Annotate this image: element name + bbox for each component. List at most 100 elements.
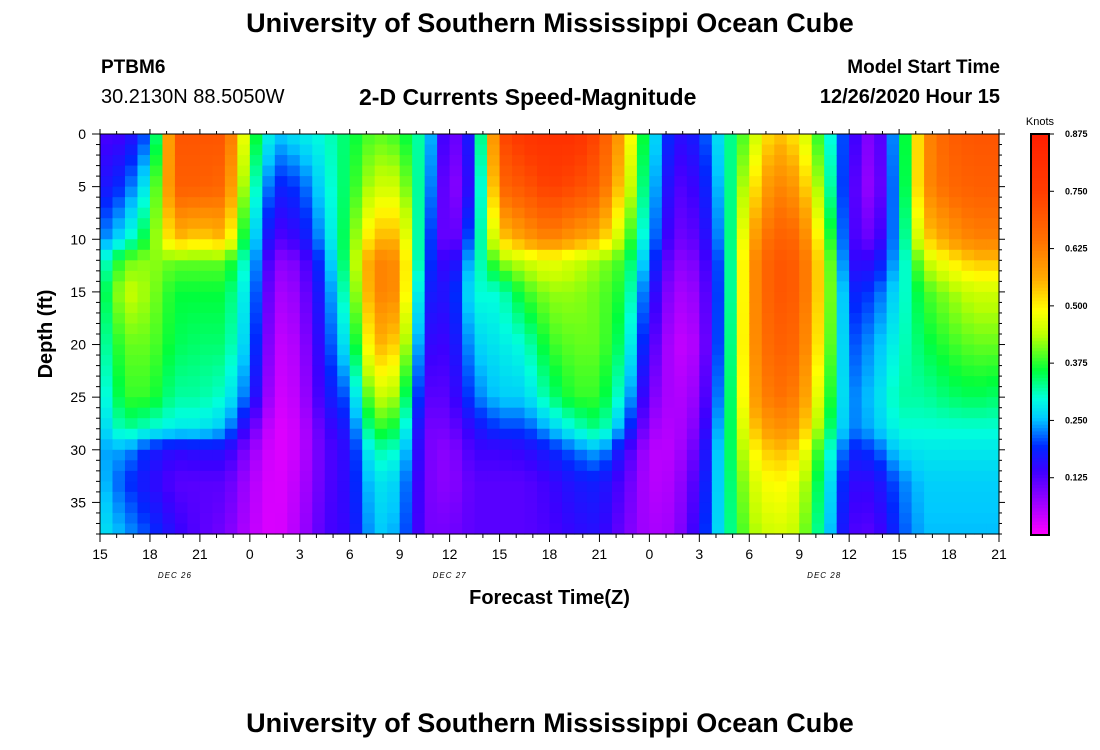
heatmap-cell [124, 144, 139, 156]
heatmap-cell [237, 481, 251, 493]
heatmap-cell [412, 144, 426, 156]
heatmap-cell [811, 291, 825, 304]
heatmap-cell [699, 355, 713, 367]
heatmap-cell [961, 197, 975, 209]
heatmap-cell [574, 481, 588, 493]
heatmap-cell [262, 386, 276, 398]
heatmap-cell [861, 428, 875, 440]
heatmap-cell [699, 523, 713, 535]
heatmap-cell [462, 291, 476, 304]
heatmap-cell [387, 165, 401, 177]
heatmap-cell [149, 239, 164, 251]
heatmap-cell [924, 228, 938, 240]
heatmap-cell [736, 197, 750, 209]
heatmap-cell [487, 397, 501, 409]
heatmap-cell [237, 291, 251, 304]
heatmap-cell [537, 228, 551, 240]
heatmap-cell [824, 523, 838, 535]
heatmap-cell [686, 218, 700, 230]
heatmap-cell [574, 491, 588, 504]
heatmap-cell [749, 176, 763, 188]
heatmap-cell [749, 397, 763, 409]
heatmap-cell [849, 249, 863, 261]
heatmap-cell [886, 470, 900, 482]
heatmap-cell [362, 197, 376, 209]
heatmap-cell [362, 249, 376, 261]
heatmap-cell [774, 355, 788, 367]
heatmap-cell [337, 502, 351, 514]
heatmap-cell [849, 323, 863, 335]
day-label: DEC 27 [433, 571, 467, 580]
heatmap-cell [986, 312, 1000, 325]
heatmap-cell [699, 365, 713, 377]
heatmap-cell [399, 376, 413, 388]
heatmap-cell [100, 302, 114, 314]
heatmap-cell [462, 418, 476, 430]
heatmap-cell [699, 470, 713, 482]
heatmap-cell [324, 228, 338, 240]
heatmap-cell [524, 291, 538, 304]
heatmap-cell [349, 323, 363, 335]
heatmap-cell [487, 376, 501, 388]
heatmap-cell [499, 228, 513, 240]
heatmap-cell [137, 365, 151, 377]
heatmap-cell [786, 302, 800, 314]
heatmap-cell [462, 397, 476, 409]
heatmap-cell [686, 491, 700, 504]
heatmap-cell [387, 218, 401, 230]
heatmap-cell [412, 155, 426, 167]
heatmap-cell [524, 207, 538, 219]
heatmap-cell [499, 155, 513, 167]
heatmap-cell [686, 397, 700, 409]
heatmap-cell [249, 386, 263, 398]
colorbar-segment [1031, 444, 1049, 449]
heatmap-cell [474, 323, 488, 335]
heatmap-cell [874, 176, 888, 188]
heatmap-cell [836, 512, 850, 525]
heatmap-cell [786, 418, 800, 430]
heatmap-cell [100, 260, 114, 272]
heatmap-cell [374, 512, 388, 525]
heatmap-cell [574, 165, 588, 177]
heatmap-cell [462, 428, 476, 440]
heatmap-cell [599, 291, 613, 304]
heatmap-cell [412, 260, 426, 272]
heatmap-cell [761, 260, 775, 272]
heatmap-cell [724, 407, 738, 419]
heatmap-cell [761, 134, 775, 146]
heatmap-cell [836, 165, 850, 177]
heatmap-cell [262, 249, 276, 261]
heatmap-cell [724, 365, 738, 377]
heatmap-cell [911, 302, 925, 314]
heatmap-cell [624, 281, 638, 293]
heatmap-cell [761, 481, 775, 493]
heatmap-cell [886, 144, 900, 156]
heatmap-cell [774, 207, 788, 219]
heatmap-cell [462, 502, 476, 514]
heatmap-cell [299, 460, 313, 472]
heatmap-cell [949, 165, 963, 177]
heatmap-cell [349, 512, 363, 525]
heatmap-cell [449, 186, 463, 198]
heatmap-cell [749, 334, 763, 346]
colorbar-segment [1031, 401, 1049, 406]
heatmap-cell [861, 239, 875, 251]
heatmap-cell [100, 449, 114, 461]
heatmap-cell [274, 165, 288, 177]
heatmap-cell [949, 470, 963, 482]
heatmap-cell [387, 449, 401, 461]
heatmap-cell [112, 491, 126, 504]
heatmap-cell [899, 312, 913, 325]
heatmap-cell [524, 312, 538, 325]
heatmap-cell [449, 249, 463, 261]
heatmap-cell [749, 144, 763, 156]
heatmap-cell [924, 428, 938, 440]
heatmap-cell [961, 439, 975, 451]
x-tick-label: 15 [891, 546, 907, 562]
heatmap-cell [961, 428, 975, 440]
heatmap-cell [449, 218, 463, 230]
heatmap-cell [899, 260, 913, 272]
heatmap-cell [349, 418, 363, 430]
heatmap-cell [711, 523, 725, 535]
heatmap-cell [199, 134, 213, 146]
